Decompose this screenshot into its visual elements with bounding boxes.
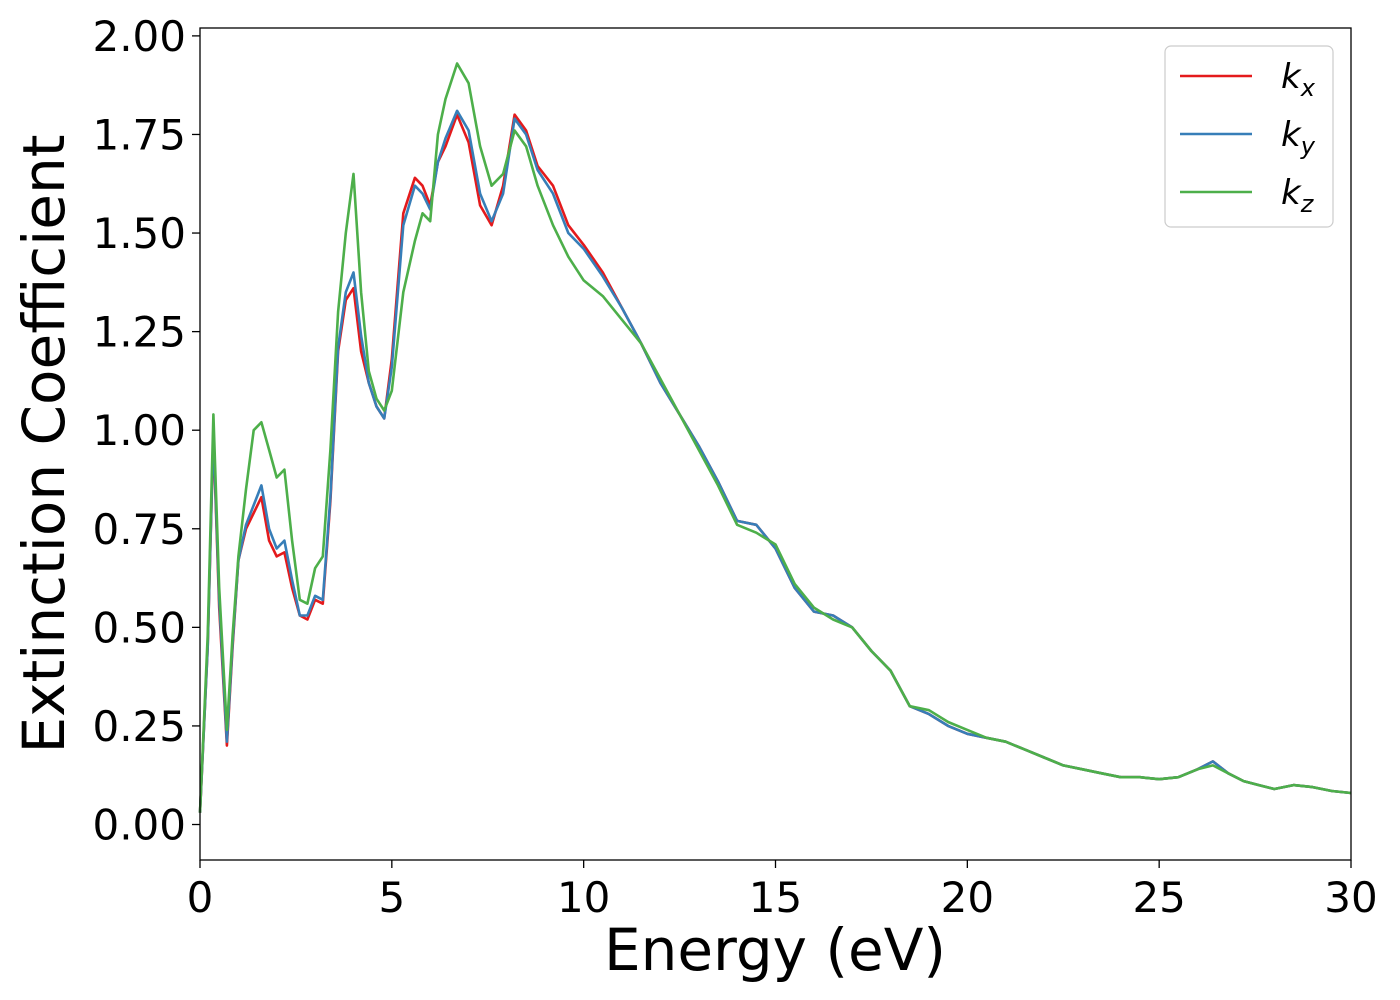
x-tick-label: 25 [1132,873,1185,922]
y-tick-label: 1.25 [92,308,186,357]
y-axis-label: Extinction Coefficient [10,135,78,754]
y-tick-label: 2.00 [92,12,186,61]
series-line-z [198,62,1352,813]
x-tick-label: 10 [557,873,610,922]
series-lines [198,62,1352,813]
y-tick-label: 0.50 [92,603,186,652]
x-tick-label: 5 [378,873,405,922]
x-tick-label: 20 [941,873,994,922]
x-axis-ticks: 0 5 10 15 20 25 30 [187,860,1378,922]
y-tick-label: 1.50 [92,209,186,258]
x-tick-label: 30 [1324,873,1377,922]
y-axis-ticks: 0.00 0.25 0.50 0.75 1.00 1.25 1.50 1.75 2.00 [92,12,200,850]
legend: kx ky kz [1164,45,1334,228]
y-tick-label: 1.00 [92,406,186,455]
legend-label-x: kx [1281,57,1316,102]
legend-label-z: kz [1281,173,1315,218]
legend-label-y: ky [1281,115,1316,160]
x-axis-label: Energy (eV) [604,916,946,984]
y-tick-label: 0.75 [92,505,186,554]
y-tick-label: 0.00 [92,801,186,850]
y-tick-label: 0.25 [92,702,186,751]
x-tick-label: 0 [187,873,214,922]
y-tick-label: 1.75 [92,110,186,159]
x-tick-label: 15 [749,873,802,922]
legend-box [1164,45,1334,228]
